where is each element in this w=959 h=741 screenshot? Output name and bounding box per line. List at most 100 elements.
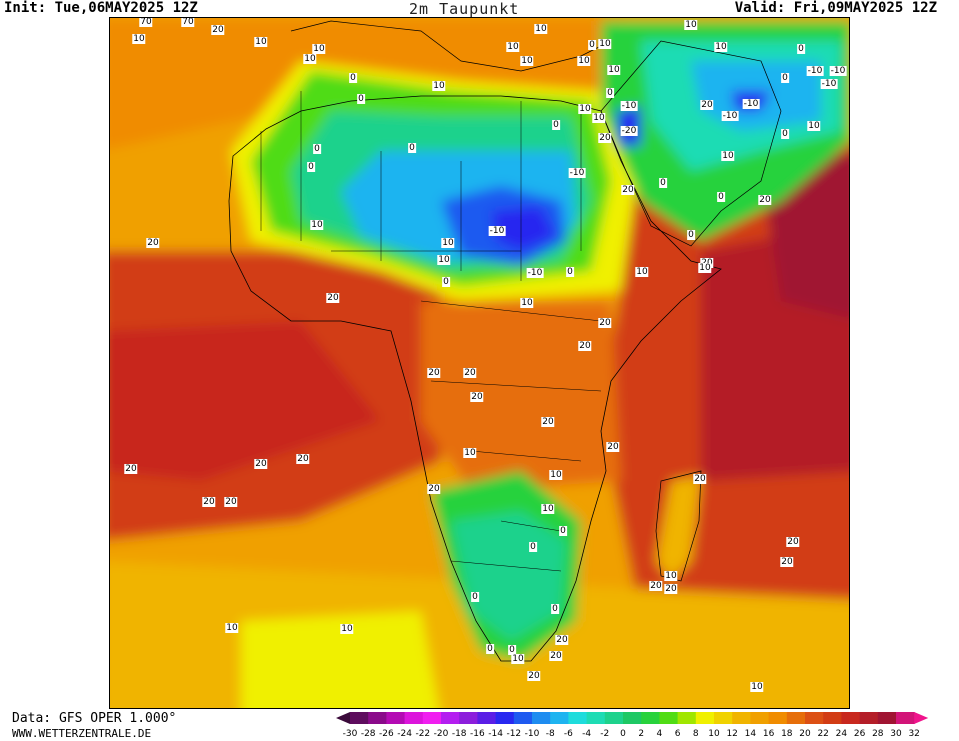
- contour-label: -10: [820, 79, 838, 89]
- contour-label: -10: [721, 111, 739, 121]
- contour-label: 0: [687, 230, 695, 240]
- contour-label: 0: [307, 162, 315, 172]
- contour-label: 20: [664, 584, 678, 594]
- colorbar-tick: -6: [563, 729, 573, 739]
- contour-label: -10: [806, 66, 824, 76]
- colorbar-tick: -4: [582, 729, 592, 739]
- colorbar-swatch: [641, 712, 660, 724]
- contour-label: 20: [296, 454, 310, 464]
- colorbar-tick: 0: [620, 729, 626, 739]
- colorbar-tick: 6: [674, 729, 681, 739]
- contour-label: 10: [577, 56, 591, 66]
- contour-label: 20: [527, 671, 541, 681]
- contour-label: 10: [607, 65, 621, 75]
- contour-label: 10: [549, 470, 563, 480]
- colorbar-tick: 4: [656, 729, 663, 739]
- contour-label: 20: [463, 368, 477, 378]
- colorbar-swatch: [604, 712, 624, 724]
- contour-label: 10: [312, 44, 326, 54]
- colorbar-tick: 28: [872, 729, 884, 739]
- dewpoint-map[interactable]: 70 70 10 20 10 10 10 0 0 10 10 10 10 0 10 10 10 10 0 -10 -10…: [109, 17, 850, 709]
- colorbar-swatch: [677, 712, 697, 724]
- contour-label: 10: [721, 151, 735, 161]
- contour-label: 20: [124, 464, 138, 474]
- colorbar-swatch: [714, 712, 733, 724]
- contour-label: 10: [441, 238, 455, 248]
- colorbar-swatch: [459, 712, 478, 724]
- contour-label: -20: [620, 126, 638, 136]
- colorbar-swatch: [477, 712, 497, 724]
- contour-label: 20: [780, 557, 794, 567]
- colorbar-swatches: [336, 712, 929, 724]
- colorbar-swatch: [877, 712, 897, 724]
- contour-label: -10: [742, 99, 760, 109]
- contour-label: 0: [529, 542, 537, 552]
- contour-label: 20: [598, 318, 612, 328]
- colorbar-tick: 20: [799, 729, 811, 739]
- contour-label: 20: [326, 293, 340, 303]
- contour-label: 20: [758, 195, 772, 205]
- contour-label: 0: [606, 88, 614, 98]
- contour-label: 0: [408, 143, 416, 153]
- contour-label: 20: [786, 537, 800, 547]
- colorbar-swatch: [732, 712, 751, 724]
- contour-label: 10: [511, 654, 525, 664]
- colorbar-swatch: [859, 712, 879, 724]
- contour-label: 20: [224, 497, 238, 507]
- contour-label: 10: [303, 54, 317, 64]
- contour-label: 20: [202, 497, 216, 507]
- contour-label: 10: [225, 623, 239, 633]
- contour-label: 10: [463, 448, 477, 458]
- colorbar-swatch: [404, 712, 424, 724]
- contour-label: 0: [588, 40, 596, 50]
- contour-label: 0: [559, 526, 567, 536]
- colorbar-tick: 18: [781, 729, 793, 739]
- contour-label: 10: [340, 624, 354, 634]
- contour-label: 0: [551, 604, 559, 614]
- contour-label: 0: [442, 277, 450, 287]
- map-canvas: [110, 18, 849, 708]
- contour-label: 70: [139, 17, 153, 27]
- contour-label: 10: [714, 42, 728, 52]
- init-time: Init: Tue,06MAY2025 12Z: [4, 0, 198, 16]
- contour-label: 20: [606, 442, 620, 452]
- contour-label: 20: [549, 651, 563, 661]
- contour-label: 0: [566, 267, 574, 277]
- contour-label: 0: [781, 129, 789, 139]
- colorbar-tick: 22: [817, 729, 829, 739]
- contour-label: 10: [664, 571, 678, 581]
- colorbar: -30 -28 -26 -24 -22 -20 -18 -16 -14 -12 -10 -8 -6 -4-…: [336, 712, 958, 740]
- colorbar-tick: -22: [415, 729, 431, 739]
- contour-label: 10: [635, 267, 649, 277]
- contour-label: 20: [427, 368, 441, 378]
- map-title: 2m Taupunkt: [409, 0, 520, 18]
- colorbar-tick: -16: [470, 729, 485, 739]
- contour-label: 10: [684, 20, 698, 30]
- contour-label: 0: [781, 73, 789, 83]
- colorbar-swatch: [750, 712, 770, 724]
- contour-label: 20: [621, 185, 635, 195]
- colorbar-swatch: [368, 712, 387, 724]
- contour-label: 10: [807, 121, 821, 131]
- colorbar-swatch: [495, 712, 515, 724]
- colorbar-tick: -14: [488, 729, 503, 739]
- colorbar-arrow-right: [914, 712, 929, 724]
- colorbar-swatch: [896, 712, 915, 724]
- colorbar-swatch: [532, 712, 551, 724]
- colorbar-tick: 14: [744, 729, 757, 739]
- colorbar-swatch: [350, 712, 369, 724]
- contour-label: 70: [181, 17, 195, 27]
- contour-label: 10: [598, 39, 612, 49]
- contour-label: -10: [620, 101, 638, 111]
- contour-label: 10: [254, 37, 268, 47]
- colorbar-arrow-left: [336, 712, 350, 724]
- contour-label: 0: [486, 644, 494, 654]
- contour-label: -10: [829, 66, 847, 76]
- colorbar-swatch: [659, 712, 679, 724]
- colorbar-tick: -24: [397, 729, 412, 739]
- colorbar-tick: 16: [762, 729, 775, 739]
- colorbar-tick: -30: [342, 729, 358, 739]
- contour-label: 10: [534, 24, 548, 34]
- contour-label: 20: [541, 417, 555, 427]
- colorbar-swatch: [513, 712, 533, 724]
